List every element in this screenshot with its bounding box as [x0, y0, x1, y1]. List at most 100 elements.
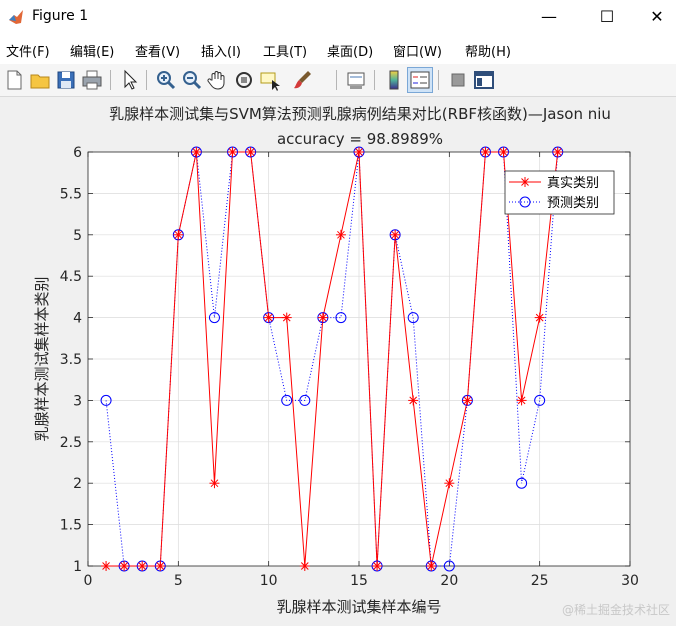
menu-view[interactable]: 查看(V) [135, 45, 181, 60]
menu-bar: 文件(F) 编辑(E) 查看(V) 插入(I) 工具(T) 桌面(D) 窗口(W… [0, 34, 676, 65]
asterisk-stroke [463, 396, 472, 405]
x-tick-label: 15 [350, 573, 368, 589]
point-true [552, 147, 563, 157]
point-true [173, 229, 184, 240]
data-cursor-icon[interactable] [258, 68, 282, 92]
legend-icon[interactable] [407, 67, 433, 93]
y-tick-label: 3 [73, 393, 82, 409]
print-icon[interactable] [80, 68, 104, 92]
point-true [498, 147, 509, 157]
window-title: Figure 1 [32, 8, 89, 24]
colorbar-icon[interactable] [382, 68, 406, 92]
menu-file[interactable]: 文件(F) [6, 45, 50, 60]
point-pred [443, 560, 455, 572]
x-axis-label: 乳腺样本测试集样本编号 [276, 598, 441, 616]
open-file-icon[interactable] [28, 68, 52, 92]
asterisk-stroke [535, 313, 544, 322]
x-tick-label: 25 [531, 573, 549, 589]
y-tick-label: 4.5 [60, 269, 82, 285]
asterisk-stroke [553, 148, 562, 156]
point-pred [299, 394, 311, 406]
point-true [335, 229, 346, 240]
point-true [462, 395, 473, 406]
toolbar-separator [336, 70, 337, 90]
asterisk-stroke [319, 313, 327, 322]
axes: 0 5 10 15 20 25 30 1 1.5 2 2.5 3 3.5 4 4.5 5 5.5 6 [60, 145, 639, 589]
asterisk-stroke [210, 479, 219, 488]
asterisk-stroke [264, 313, 273, 322]
point-true [444, 478, 455, 489]
toolbar-separator [374, 70, 375, 90]
legend-label-pred: 预测类别 [547, 196, 599, 211]
new-figure-icon[interactable] [2, 68, 26, 92]
asterisk-stroke [391, 230, 399, 239]
pan-icon[interactable] [206, 68, 230, 92]
asterisk-stroke [246, 148, 255, 156]
y-tick-label: 5 [73, 228, 82, 244]
link-plot-icon[interactable] [344, 68, 368, 92]
point-true [426, 561, 437, 571]
point-true [299, 561, 310, 571]
brush-icon[interactable] [290, 68, 314, 92]
legend[interactable]: 真实类别 预测类别 [504, 170, 615, 215]
asterisk-stroke [517, 396, 526, 405]
point-true [209, 478, 220, 489]
menu-edit[interactable]: 编辑(E) [70, 45, 115, 60]
menu-window[interactable]: 窗口(W) [393, 45, 442, 60]
chart-title: 乳腺样本测试集与SVM算法预测乳腺病例结果对比(RBF核函数)—Jason ni… [109, 105, 611, 123]
point-true [390, 229, 401, 240]
zoom-in-icon[interactable] [154, 68, 178, 92]
asterisk-stroke [409, 396, 418, 405]
asterisk-stroke [427, 562, 436, 570]
point-true [281, 312, 292, 323]
point-true [263, 312, 274, 323]
point-pred [534, 394, 546, 406]
asterisk-stroke [499, 148, 508, 156]
rotate-3d-icon[interactable] [232, 68, 256, 92]
hide-plot-tools-icon[interactable] [446, 68, 470, 92]
point-true [534, 312, 545, 323]
zoom-out-icon[interactable] [180, 68, 204, 92]
menu-tools[interactable]: 工具(T) [263, 45, 308, 60]
legend-label-true: 真实类别 [547, 176, 599, 191]
y-tick-label: 1.5 [60, 518, 82, 534]
pointer-icon[interactable] [118, 68, 142, 92]
asterisk-stroke [102, 562, 110, 570]
asterisk-stroke [481, 148, 490, 156]
point-true [137, 561, 148, 571]
close-button[interactable]: ✕ [650, 7, 664, 26]
save-icon[interactable] [54, 68, 78, 92]
point-true [245, 147, 256, 157]
point-true [191, 147, 202, 157]
y-axis-label: 乳腺样本测试集样本类别 [33, 276, 51, 441]
asterisk-stroke [300, 562, 309, 570]
asterisk-stroke [156, 562, 165, 570]
asterisk-stroke [174, 230, 183, 239]
point-pred [407, 312, 419, 324]
menu-insert[interactable]: 插入(I) [201, 45, 241, 60]
y-tick-label: 3.5 [60, 352, 82, 368]
asterisk-stroke [282, 313, 291, 322]
asterisk-stroke [138, 562, 147, 570]
point-pred [516, 477, 528, 489]
asterisk-stroke [192, 148, 201, 156]
maximize-button[interactable]: ☐ [599, 7, 615, 26]
asterisk-stroke [228, 148, 237, 156]
toolbar [0, 64, 676, 97]
minimize-button[interactable]: — [541, 7, 557, 26]
title-bar: Figure 1 — ☐ ✕ [0, 0, 676, 34]
show-plot-tools-icon[interactable] [472, 68, 496, 92]
menu-help[interactable]: 帮助(H) [465, 45, 511, 60]
asterisk-stroke [445, 479, 454, 488]
y-tick-label: 1 [73, 559, 82, 575]
point-true [101, 561, 112, 571]
point-true [354, 147, 364, 157]
x-tick-label: 0 [84, 573, 93, 589]
x-tick-label: 30 [621, 573, 639, 589]
legend-marker-pred [519, 196, 531, 208]
point-true [480, 147, 491, 157]
menu-desktop[interactable]: 桌面(D) [327, 45, 374, 60]
y-tick-label: 2.5 [60, 435, 82, 451]
point-true [372, 561, 383, 571]
series [100, 146, 564, 572]
